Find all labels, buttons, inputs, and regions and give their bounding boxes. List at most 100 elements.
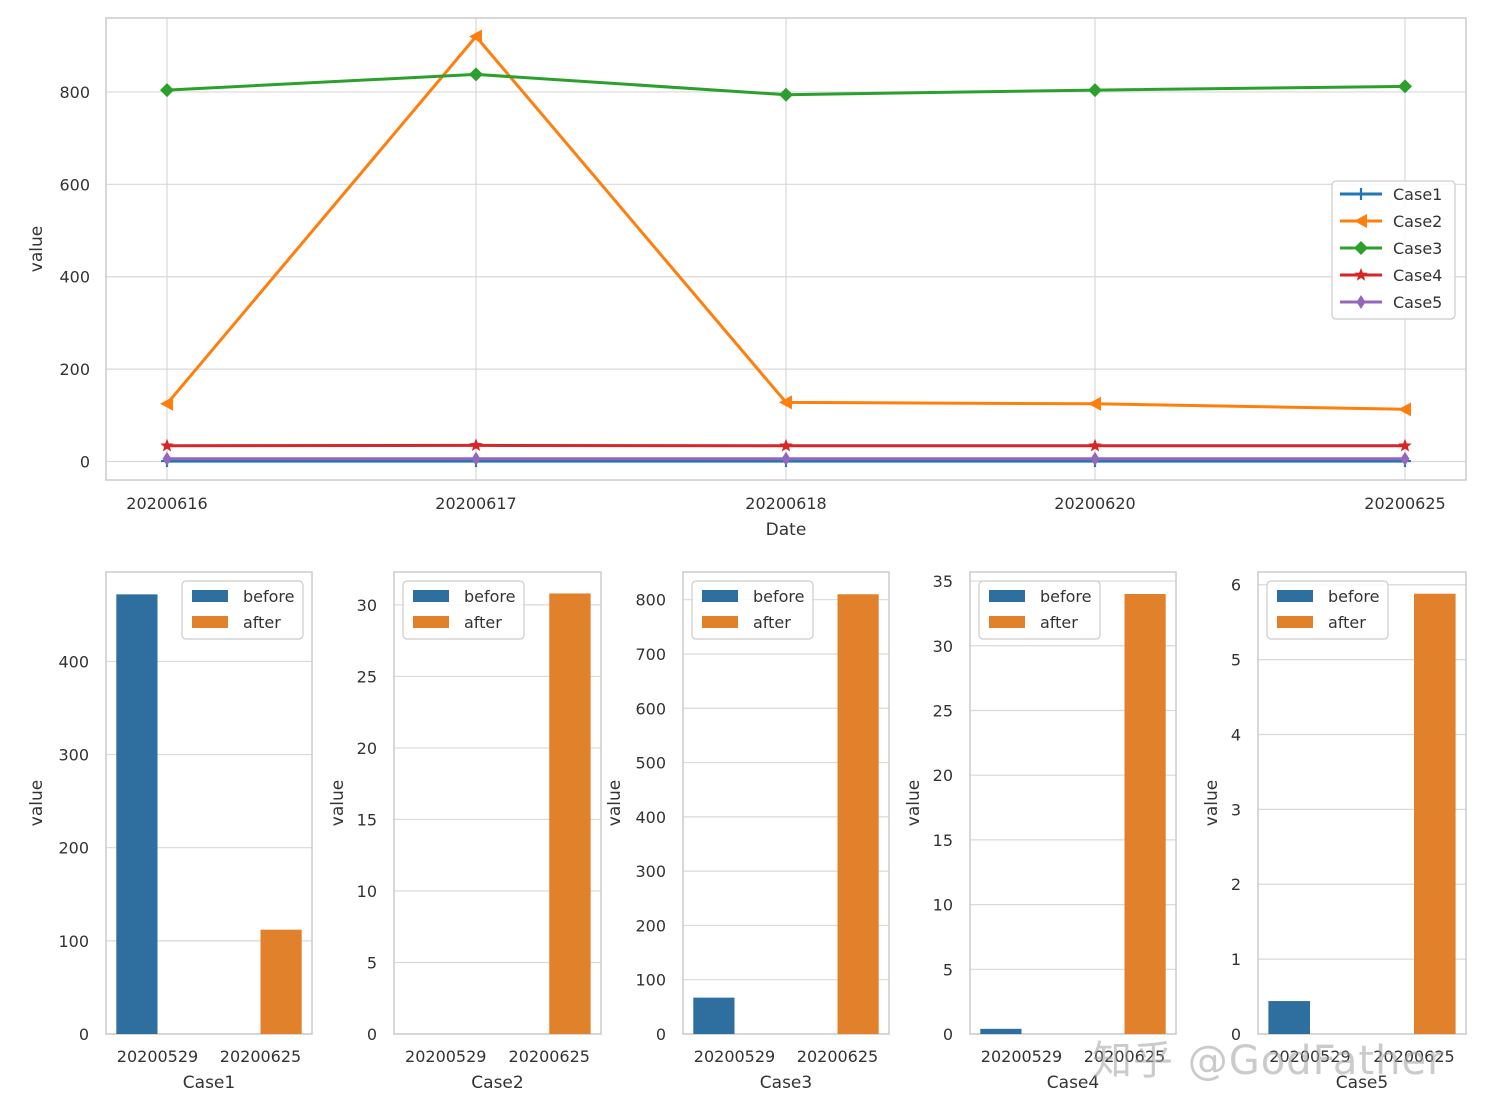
x-axis-label: Case4: [1047, 1073, 1099, 1093]
bar-chart-case4: 20200529 20200625 0 5 10 15 20 25 30 35 Case4 value…: [904, 571, 1177, 1093]
data-point-case5: [1090, 451, 1100, 466]
y-tick-label: 400: [635, 808, 666, 827]
legend-label: Case5: [1393, 293, 1442, 312]
legend-label: Case1: [1393, 185, 1442, 204]
y-tick-label: 6: [1231, 576, 1241, 595]
bar-chart-case2: 20200529 20200625 0 5 10 15 20 25 30 Case2 value be…: [328, 571, 602, 1093]
y-tick-label: 200: [58, 839, 89, 858]
legend-swatch: [413, 590, 449, 602]
plot-frame: [105, 571, 313, 1035]
legend-swatch: [989, 616, 1025, 628]
legend-label: before: [1328, 587, 1380, 606]
y-tick-label: 5: [367, 953, 377, 972]
bar-before: [980, 1028, 1022, 1034]
legend-label: after: [243, 613, 281, 632]
data-point-case4: [160, 438, 174, 452]
line-chart: 0 200 400 600 800 20200616 20200617 20200618 202…: [27, 17, 1467, 540]
y-tick-label: 20: [933, 766, 953, 785]
bar-after: [260, 929, 302, 1034]
legend-marker: [1354, 241, 1368, 255]
legend-label: after: [1328, 613, 1366, 632]
y-tick-label: 300: [635, 862, 666, 881]
bar-after: [1414, 593, 1456, 1034]
y-tick-label: 4: [1231, 725, 1241, 744]
bar-chart-case5: 20200529 20200625 0 1 2 3 4 5 6 Case5 value before a…: [1202, 571, 1467, 1093]
data-point-case5: [1400, 451, 1410, 466]
x-tick-label: 20200625: [1084, 1047, 1165, 1066]
y-tick-label: 10: [357, 882, 377, 901]
y-tick-label: 600: [59, 175, 90, 194]
x-tick-label: 20200625: [1373, 1047, 1454, 1066]
legend-swatch: [192, 616, 228, 628]
plot-frame: [969, 571, 1177, 1035]
legend-marker: [1355, 188, 1367, 200]
legend-swatch: [702, 590, 738, 602]
data-point-case3: [1398, 79, 1412, 94]
y-tick-label: 200: [635, 916, 666, 935]
plot-frame: [682, 571, 890, 1035]
x-tick-label: 20200529: [117, 1047, 198, 1066]
legend-swatch: [702, 616, 738, 628]
legend-label: Case4: [1393, 266, 1442, 285]
data-point-case3: [1088, 83, 1102, 98]
y-tick-label: 0: [1231, 1025, 1241, 1044]
x-tick-label: 20200625: [220, 1047, 301, 1066]
x-axis-label: Case1: [183, 1073, 235, 1093]
x-tick-label: 20200625: [797, 1047, 878, 1066]
y-tick-label: 0: [656, 1025, 666, 1044]
y-axis-label: value: [328, 780, 348, 826]
bar-chart-case1: 20200529 20200625 0 100 200 300 400 Case1 value b…: [27, 571, 313, 1093]
y-tick-label: 30: [933, 637, 953, 656]
y-tick-label: 10: [933, 896, 953, 915]
y-axis-label: value: [904, 780, 924, 826]
y-tick-label: 0: [80, 453, 90, 472]
legend-label: before: [1040, 587, 1092, 606]
x-axis-label: Case5: [1336, 1073, 1388, 1093]
y-axis-label: value: [1202, 780, 1222, 826]
bar-chart-case3: 20200529 20200625 0 100 200 300 400 500 600 700 80…: [605, 571, 890, 1093]
legend-label: after: [753, 613, 791, 632]
plot-frame: [1257, 571, 1467, 1035]
y-tick-label: 25: [357, 667, 377, 686]
x-tick-label: 20200529: [1269, 1047, 1350, 1066]
y-tick-label: 15: [933, 831, 953, 850]
y-tick-label: 700: [635, 645, 666, 664]
data-point-case5: [781, 451, 791, 466]
x-tick-label: 20200618: [745, 494, 826, 513]
y-tick-label: 100: [58, 932, 89, 951]
y-tick-label: 100: [635, 971, 666, 990]
legend-swatch: [1277, 590, 1313, 602]
y-tick-label: 800: [635, 591, 666, 610]
plot-frame: [105, 17, 1467, 481]
legend-swatch: [989, 590, 1025, 602]
data-point-case2: [160, 396, 173, 411]
x-tick-label: 20200616: [126, 494, 207, 513]
y-tick-label: 300: [58, 746, 89, 765]
legend-label: before: [753, 587, 805, 606]
y-tick-label: 200: [59, 360, 90, 379]
y-tick-label: 800: [59, 83, 90, 102]
bar-after: [549, 593, 591, 1034]
data-point-case4: [1088, 438, 1102, 452]
x-tick-label: 20200529: [981, 1047, 1062, 1066]
y-tick-label: 500: [635, 754, 666, 773]
bar-after: [1124, 594, 1166, 1034]
data-point-case2: [779, 395, 792, 410]
legend-label: after: [464, 613, 502, 632]
y-tick-label: 3: [1231, 800, 1241, 819]
legend-label: Case3: [1393, 239, 1442, 258]
bar-before: [693, 997, 735, 1034]
legend-swatch: [413, 616, 449, 628]
y-tick-label: 0: [943, 1025, 953, 1044]
y-axis-label: value: [27, 226, 47, 272]
y-axis-label: value: [27, 780, 47, 826]
y-axis-label: value: [605, 780, 625, 826]
data-point-case2: [1088, 396, 1101, 411]
legend-box: [1331, 180, 1456, 320]
x-axis-label: Case3: [760, 1073, 812, 1093]
x-tick-label: 20200625: [509, 1047, 590, 1066]
y-tick-label: 0: [367, 1025, 377, 1044]
y-tick-label: 400: [58, 652, 89, 671]
legend-swatch: [192, 590, 228, 602]
